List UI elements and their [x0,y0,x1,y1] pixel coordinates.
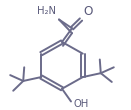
Text: H₂N: H₂N [37,6,56,16]
Text: O: O [83,5,92,18]
Text: OH: OH [73,99,88,109]
